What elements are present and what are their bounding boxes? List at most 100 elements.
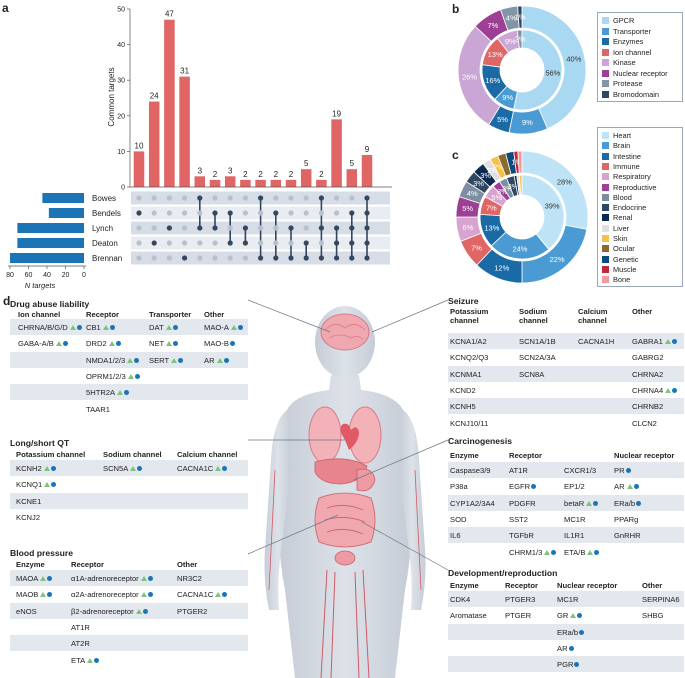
triangle-marker-icon xyxy=(43,466,50,471)
circle-marker-icon xyxy=(178,357,184,363)
matrix-dot-filled xyxy=(182,255,188,261)
intersection-bar xyxy=(361,154,373,187)
circle-marker-icon xyxy=(109,325,115,330)
inner-ring-label: 56% xyxy=(545,69,560,78)
table-cell: MAOB xyxy=(16,590,53,599)
bar-value-label: 9 xyxy=(365,145,370,154)
table-cell: DRD2 xyxy=(86,339,121,348)
matrix-dot-empty xyxy=(182,240,188,246)
column-header: Ion channel xyxy=(18,310,61,319)
legend-swatch xyxy=(602,235,609,242)
matrix-dot-empty xyxy=(334,210,340,216)
legend-swatch xyxy=(602,80,609,87)
circle-marker-icon xyxy=(172,325,178,330)
bar-value-label: 2 xyxy=(213,170,218,179)
table-cell: AR xyxy=(614,482,639,491)
outer-ring-label: 6% xyxy=(463,223,474,232)
legend-item: Bromodomain xyxy=(602,90,659,99)
inner-ring-slice xyxy=(521,174,565,250)
bar-value-label: 2 xyxy=(319,170,324,179)
triangle-marker-icon xyxy=(140,592,147,598)
legend-label: Blood xyxy=(613,192,632,202)
circle-marker-icon xyxy=(574,662,580,668)
intersection-bar xyxy=(224,176,236,187)
legend-swatch xyxy=(602,265,609,273)
triangle-marker-icon xyxy=(140,576,147,581)
table-cell: GABRA1 xyxy=(632,337,677,346)
table-cell: CACNA1C xyxy=(177,464,228,473)
bar-value-label: 24 xyxy=(150,92,159,101)
matrix-dot-empty xyxy=(166,195,172,201)
legend-item: Nuclear receptor xyxy=(602,69,668,78)
legend-label: Brain xyxy=(613,141,631,151)
heart-organ xyxy=(340,423,359,450)
legend-item: Ocular xyxy=(602,244,635,253)
legend-label: Reproductive xyxy=(613,182,657,192)
table-row: NMDA1/2/3 SERT AR xyxy=(10,351,248,368)
legend-swatch xyxy=(602,183,609,191)
circle-marker-icon xyxy=(222,466,228,471)
matrix-dot-empty xyxy=(136,255,142,261)
legend-label: Protease xyxy=(613,79,643,88)
matrix-dot-filled xyxy=(197,225,203,231)
table-cell: ETA/B xyxy=(564,548,600,557)
matrix-dot-filled xyxy=(136,210,142,216)
outer-ring-label: 5% xyxy=(497,115,508,124)
table-cell: PTGER2 xyxy=(177,606,208,616)
table-cell: 5HTR2A xyxy=(86,388,130,397)
set-size-bar xyxy=(48,208,84,218)
set-name-label: Bowes xyxy=(92,194,116,203)
table-seizure: Seizure Potassium channel Sodium channel… xyxy=(448,296,684,432)
table-cell: GnRHR xyxy=(614,531,641,541)
bar-value-label: 3 xyxy=(198,166,203,175)
table-cell: KCND2 xyxy=(450,385,476,395)
matrix-dot-filled xyxy=(303,255,309,261)
legend-item: GPCR xyxy=(602,16,634,25)
legend-label: Enzymes xyxy=(613,37,644,46)
legend-item: Protease xyxy=(602,79,643,88)
matrix-dot-empty xyxy=(151,210,157,216)
outer-ring-label: 28% xyxy=(557,177,572,186)
circle-marker-icon xyxy=(625,468,631,473)
matrix-dot-empty xyxy=(182,210,188,216)
matrix-dot-filled xyxy=(258,255,264,261)
table-row: CDK4 PTGER3 MC1R SERPINA6 xyxy=(448,591,684,607)
set-name-label: Brennan xyxy=(92,254,122,263)
triangle-marker-icon xyxy=(230,325,237,330)
legend-item: Intestine xyxy=(602,152,641,161)
table-row: P38a EGFR EP1/2 AR xyxy=(448,478,684,494)
inner-ring-slice xyxy=(513,29,563,111)
y-tick-label: 50 xyxy=(117,7,125,14)
legend-label: Liver xyxy=(613,223,630,233)
arm-vessels xyxy=(268,469,422,591)
circle-marker-icon xyxy=(671,339,677,344)
legend-item: Transporter xyxy=(602,27,651,36)
legend-item: Brain xyxy=(602,141,630,150)
table-cell: MC1R xyxy=(564,514,586,524)
circle-marker-icon xyxy=(51,482,57,488)
column-header: Other xyxy=(642,581,663,590)
table-cell: α1A-adrenoreceptor xyxy=(71,574,153,583)
matrix-dot-empty xyxy=(166,240,172,246)
table-row: KCNJ10/11 CLCN2 xyxy=(448,415,684,431)
y-tick-label: 0 xyxy=(121,185,125,192)
table-row: CYP1A2/3A4 PDGFR betaR ERa/b xyxy=(448,494,684,511)
circle-marker-icon xyxy=(137,466,143,471)
matrix-dot-filled xyxy=(349,225,355,231)
upset-bars: 10 24 47 31 3 2 3 2 2 2 2 5 2 19 5 9 xyxy=(133,10,373,188)
table-cell: CHRNA4 xyxy=(632,386,678,395)
matrix-dot-filled xyxy=(288,225,294,231)
matrix-dot-empty xyxy=(318,210,324,216)
legend-swatch xyxy=(602,245,609,253)
matrix-dot-filled xyxy=(318,255,324,261)
legend-item: Heart xyxy=(602,131,631,140)
table-title: Seizure xyxy=(448,296,479,306)
triangle-marker-icon xyxy=(55,341,62,347)
inner-ring-label: 7% xyxy=(486,204,497,213)
legend-item: Kinase xyxy=(602,58,636,67)
circle-marker-icon xyxy=(593,500,599,506)
matrix-dot-empty xyxy=(242,210,248,216)
column-header: Sodium channel xyxy=(103,450,162,459)
circle-marker-icon xyxy=(229,341,235,347)
matrix-dot-filled xyxy=(227,240,233,246)
